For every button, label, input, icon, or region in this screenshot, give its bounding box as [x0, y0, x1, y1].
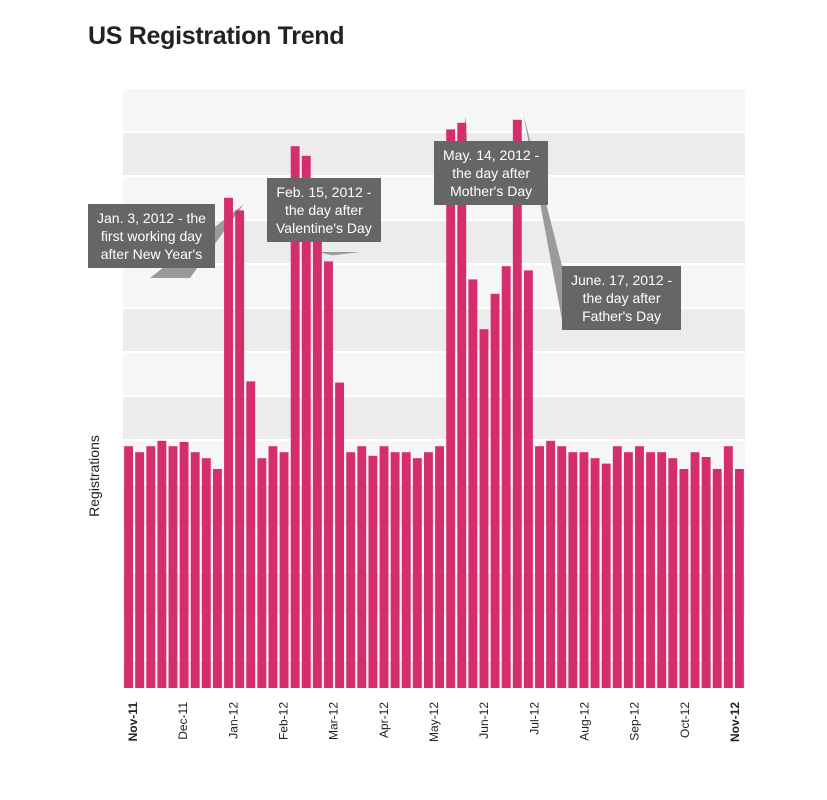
x-tick-label: Jan-12	[226, 702, 240, 739]
bar	[468, 279, 478, 688]
x-tick-label: Jul-12	[527, 702, 541, 735]
annotation-pointer	[318, 252, 360, 256]
annotation-may-14: May. 14, 2012 - the day after Mother's D…	[434, 141, 549, 205]
bar	[668, 458, 678, 688]
x-tick-label: Feb-12	[277, 702, 291, 740]
bar	[235, 210, 245, 688]
bar	[424, 452, 433, 688]
bar	[179, 442, 189, 688]
bar	[212, 469, 222, 688]
bar	[124, 446, 133, 688]
bar	[346, 452, 356, 688]
grid-band	[123, 396, 745, 440]
bar	[612, 446, 622, 688]
bar	[568, 452, 578, 688]
bar	[368, 455, 378, 688]
bar	[446, 129, 456, 688]
bar	[190, 452, 200, 688]
bar	[201, 458, 211, 688]
bar	[379, 446, 389, 688]
bar	[601, 463, 611, 688]
bar	[579, 452, 589, 688]
grid-band	[123, 352, 745, 396]
bar	[479, 329, 489, 688]
x-tick-label: Mar-12	[327, 702, 341, 740]
bar	[590, 458, 600, 688]
grid-band	[123, 88, 745, 132]
annotation-jan-3: Jan. 3, 2012 - the first working day aft…	[88, 204, 215, 268]
bar	[357, 446, 367, 688]
x-tick-label: May-12	[427, 702, 441, 742]
bar	[701, 457, 711, 688]
bar	[335, 382, 345, 688]
bar	[623, 452, 633, 688]
bar	[290, 146, 300, 688]
bar	[690, 452, 700, 688]
bar	[490, 293, 500, 688]
bar	[557, 446, 567, 688]
bar	[135, 452, 145, 688]
x-tick-label: Nov-11	[126, 702, 140, 742]
x-tick-label: Jun-12	[477, 702, 491, 739]
bar	[435, 446, 444, 688]
bar	[679, 469, 689, 688]
bar	[257, 458, 267, 688]
annotation-pointer	[523, 113, 562, 320]
chart-title: US Registration Trend	[88, 22, 345, 50]
x-tick-label: Apr-12	[377, 702, 391, 738]
bar	[246, 381, 256, 688]
bar	[501, 266, 511, 688]
x-axis-ticks: Nov-11 Dec-11 Jan-12 Feb-12 Mar-12 Apr-12 May-…	[126, 702, 742, 742]
x-tick-label: Dec-11	[176, 702, 190, 740]
bar	[535, 446, 544, 688]
annotation-feb-15: Feb. 15, 2012 - the day after Valentine'…	[267, 178, 381, 242]
bar	[168, 446, 178, 688]
bar	[523, 270, 533, 688]
bar	[412, 458, 422, 688]
bar	[224, 197, 233, 689]
bar	[146, 446, 156, 688]
bar	[390, 452, 400, 688]
bar	[546, 440, 556, 688]
bar	[157, 440, 167, 688]
x-tick-label: Aug-12	[578, 702, 592, 741]
bar-series	[124, 119, 744, 689]
bar	[735, 469, 744, 688]
bar	[279, 452, 289, 688]
bar	[512, 119, 522, 689]
bar	[301, 155, 311, 689]
bar	[646, 452, 656, 688]
bar	[324, 261, 333, 688]
bar	[457, 122, 467, 689]
bar	[635, 446, 644, 688]
annotation-june-17: June. 17, 2012 - the day after Father's …	[562, 266, 682, 330]
bar	[401, 452, 411, 688]
bar	[712, 469, 722, 688]
bar	[657, 452, 667, 688]
bar	[723, 446, 733, 688]
x-tick-label: Sep-12	[628, 702, 642, 741]
bar	[312, 210, 322, 688]
bar	[268, 446, 278, 688]
x-tick-label: Nov-12	[728, 702, 742, 742]
x-tick-label: Oct-12	[678, 702, 692, 738]
